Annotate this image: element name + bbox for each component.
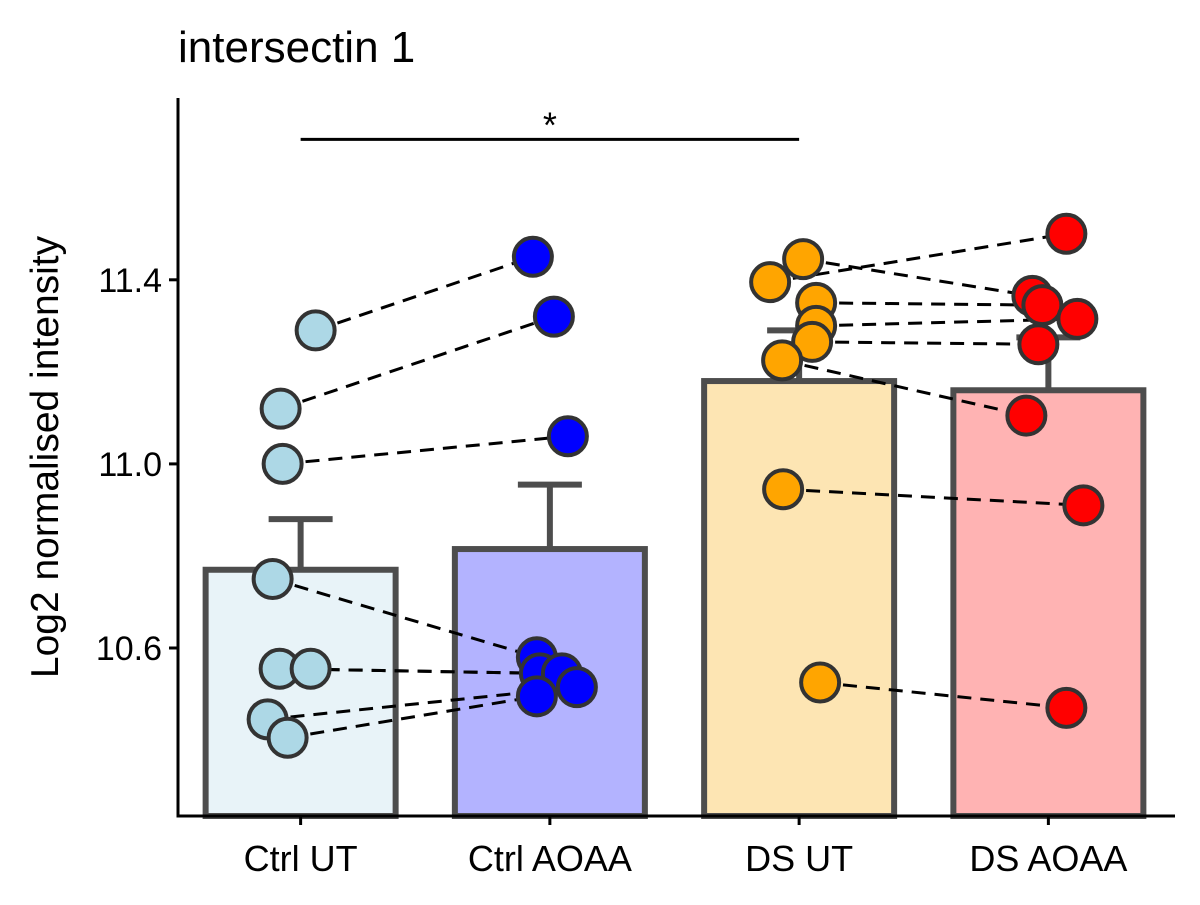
- point-0-7: [266, 716, 309, 759]
- point-2-6: [762, 468, 805, 511]
- pair-line-1-5: [781, 358, 1027, 418]
- bars-layer: [202, 378, 1147, 819]
- point-1-2: [546, 415, 589, 458]
- pair-line-1-7: [819, 681, 1067, 710]
- point-1-7: [515, 675, 558, 718]
- x-tick-label-0: Ctrl UT: [244, 838, 358, 879]
- significance-layer: *: [300, 104, 800, 145]
- point-1-1: [532, 295, 575, 338]
- pair-line-0-1: [280, 315, 555, 411]
- y-tick-label-2: 11.4: [98, 262, 162, 300]
- point-3-0: [1045, 212, 1088, 255]
- point-2-0: [782, 238, 825, 281]
- pair-line-1-0: [802, 257, 1033, 298]
- point-0-2: [261, 442, 304, 485]
- point-3-3: [1056, 297, 1099, 340]
- x-tick-label-2: DS UT: [745, 838, 853, 879]
- y-tick-label-1: 11.0: [98, 446, 162, 484]
- pair-line-1-6: [783, 487, 1084, 507]
- point-3-5: [1005, 394, 1048, 437]
- pair-line-0-0: [315, 255, 534, 332]
- point-0-3: [251, 557, 294, 600]
- x-tick-label-3: DS AOAA: [969, 838, 1127, 879]
- point-0-0: [294, 309, 337, 352]
- point-2-4: [791, 320, 834, 363]
- point-3-2: [1021, 284, 1064, 327]
- pair-line-0-7: [287, 694, 538, 740]
- point-0-5: [289, 647, 332, 690]
- pair-line-0-5: [279, 667, 540, 675]
- significance-label-0: *: [543, 104, 557, 145]
- chart-title: intersectin 1: [178, 23, 415, 72]
- bar-2: [701, 378, 898, 819]
- point-3-7: [1045, 686, 1088, 729]
- y-tick-label-0: 10.6: [96, 630, 162, 668]
- point-1-0: [511, 235, 554, 278]
- pair-line-1-1: [769, 232, 1067, 284]
- y-axis-title: Log2 normalised intensity: [24, 235, 67, 678]
- points-layer: [246, 212, 1105, 759]
- axes-layer: 10.6 11.0 11.4 Ctrl UT Ctrl AOAA DS UT DS AOAA: [96, 98, 1175, 879]
- point-2-1: [749, 261, 792, 304]
- pair-line-0-2: [282, 434, 569, 466]
- pair-line-1-2: [816, 301, 1043, 307]
- point-2-7: [799, 661, 842, 704]
- pair-line-1-4: [812, 340, 1039, 346]
- point-2-5: [761, 339, 804, 382]
- point-3-6: [1062, 484, 1105, 527]
- bar-3: [950, 387, 1147, 819]
- point-1-6: [555, 666, 598, 709]
- x-tick-label-1: Ctrl AOAA: [468, 838, 632, 879]
- point-0-1: [259, 387, 302, 430]
- point-3-4: [1017, 323, 1060, 366]
- bar-0: [202, 566, 399, 819]
